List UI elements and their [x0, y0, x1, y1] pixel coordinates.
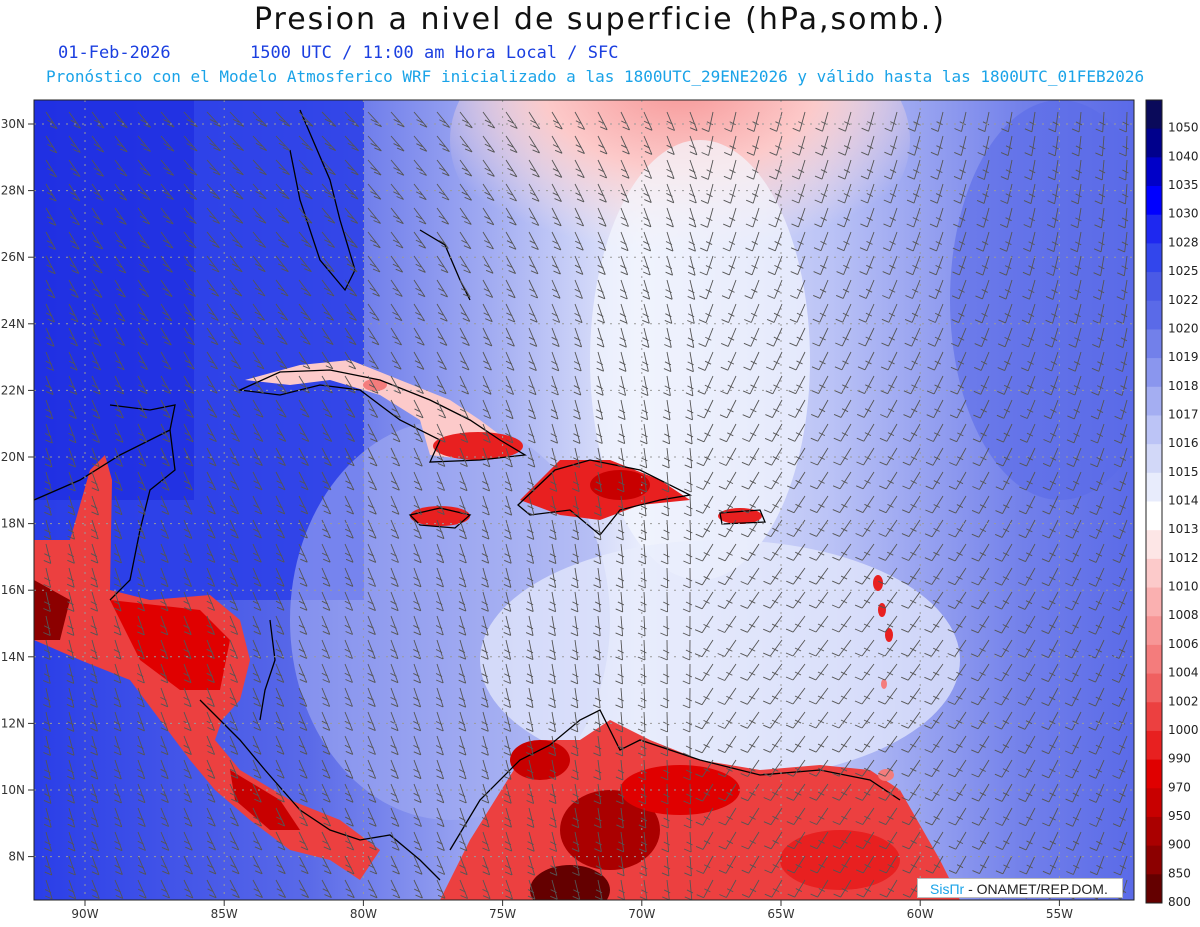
lon-label: 60W: [907, 907, 934, 921]
credit-text: - ONAMET/REP.DOM.: [964, 881, 1108, 897]
colorbar-swatch: [1146, 616, 1162, 646]
colorbar-label: 1025: [1168, 264, 1199, 278]
colorbar-label: 1015: [1168, 465, 1199, 479]
colorbar-swatch: [1146, 788, 1162, 818]
lat-label: 26N: [1, 250, 25, 264]
lat-label: 22N: [1, 383, 25, 397]
lat-label: 14N: [1, 650, 25, 664]
colorbar-label: 1035: [1168, 178, 1199, 192]
lat-label: 30N: [1, 117, 25, 131]
pressure-colorbar: 1050 1040 1035 1030 1028 1025 1022 1020 1019 1018…: [1145, 99, 1199, 909]
colorbar-swatch: [1146, 702, 1162, 732]
south-america-land: [440, 720, 960, 900]
colorbar-label: 1016: [1168, 436, 1199, 450]
lat-label: 12N: [1, 716, 25, 730]
map-field: [34, 100, 1134, 900]
colorbar-label: 1008: [1168, 608, 1199, 622]
colorbar-label: 1018: [1168, 379, 1199, 393]
colorbar-label: 1014: [1168, 494, 1199, 508]
colorbar-swatch: [1146, 530, 1162, 560]
colorbar-label: 1010: [1168, 580, 1199, 594]
colorbar-swatch: [1146, 759, 1162, 789]
colorbar-swatch: [1146, 501, 1162, 531]
colorbar-label: 1012: [1168, 551, 1199, 565]
map-title: Presion a nivel de superficie (hPa,somb.…: [253, 2, 947, 37]
colorbar-label: 1013: [1168, 522, 1199, 536]
colorbar-label: 950: [1168, 809, 1191, 823]
colorbar-swatch: [1146, 386, 1162, 416]
colorbar-swatch: [1146, 673, 1162, 703]
colorbar-swatch: [1146, 300, 1162, 330]
colorbar-swatch: [1146, 444, 1162, 474]
colorbar-label: 1002: [1168, 694, 1199, 708]
colorbar-swatch: [1146, 730, 1162, 761]
longitude-labels: 90W 85W 80W 75W 70W 65W 60W 55W: [71, 900, 1073, 921]
lat-label: 28N: [1, 184, 25, 198]
sispi-brand: SisПr: [930, 881, 965, 897]
colorbar-label: 990: [1168, 752, 1191, 766]
lon-label: 80W: [350, 907, 377, 921]
colorbar-swatch: [1146, 874, 1162, 904]
colorbar-swatch: [1146, 358, 1162, 388]
colorbar-swatch: [1146, 415, 1162, 445]
lon-label: 55W: [1046, 907, 1073, 921]
forecast-time: 1500 UTC / 11:00 am Hora Local / SFC: [250, 43, 619, 63]
colorbar-swatch: [1146, 128, 1162, 158]
credit-label: SisПr - ONAMET/REP.DOM.: [917, 878, 1123, 898]
colorbar-label: 1030: [1168, 207, 1199, 221]
lat-label: 16N: [1, 583, 25, 597]
colorbar-label: 1020: [1168, 321, 1199, 335]
lat-label: 8N: [8, 850, 25, 864]
lat-label: 18N: [1, 517, 25, 531]
colorbar-swatch: [1146, 587, 1162, 617]
lat-lon-grid: [34, 100, 1134, 900]
colorbar-label: 1006: [1168, 637, 1199, 651]
lat-label: 20N: [1, 450, 25, 464]
lon-label: 85W: [211, 907, 238, 921]
map-frame: [33, 99, 1135, 901]
colorbar-swatch: [1146, 472, 1162, 502]
latitude-labels: 30N 28N 26N 24N 22N 20N 18N 16N 14N 12N 10N 8N: [1, 117, 34, 864]
colorbar-label: 970: [1168, 780, 1191, 794]
colorbar-swatch: [1146, 272, 1162, 302]
colorbar-swatch: [1146, 845, 1162, 875]
colorbar-swatch: [1146, 243, 1162, 273]
lat-label: 24N: [1, 317, 25, 331]
colorbar-label: 1004: [1168, 666, 1199, 680]
forecast-date: 01-Feb-2026: [58, 43, 171, 63]
colorbar-label: 1040: [1168, 149, 1199, 163]
colorbar-swatch: [1146, 100, 1162, 130]
lon-label: 65W: [767, 907, 794, 921]
lon-label: 70W: [628, 907, 655, 921]
colorbar-swatch: [1146, 214, 1162, 244]
colorbar-swatch: [1146, 186, 1162, 216]
lesser-antilles-land: [873, 575, 894, 781]
greater-antilles-land: [245, 360, 762, 526]
colorbar-label: 900: [1168, 838, 1191, 852]
colorbar-swatch: [1146, 816, 1162, 847]
lat-label: 10N: [1, 783, 25, 797]
colorbar-label: 1028: [1168, 235, 1199, 249]
colorbar-swatch: [1146, 157, 1162, 187]
colorbar-label: 800: [1168, 895, 1191, 909]
colorbar-label: 1017: [1168, 407, 1199, 421]
wind-barbs: [43, 111, 1129, 900]
lon-label: 75W: [489, 907, 516, 921]
model-info: Pronóstico con el Modelo Atmosferico WRF…: [46, 67, 1145, 86]
colorbar-swatch: [1146, 329, 1162, 359]
colorbar-label: 1019: [1168, 350, 1199, 364]
colorbar-swatch: [1146, 558, 1162, 589]
colorbar-label: 1022: [1168, 293, 1199, 307]
colorbar-label: 1050: [1168, 121, 1199, 135]
lon-label: 90W: [71, 907, 98, 921]
colorbar-label: 1000: [1168, 723, 1199, 737]
colorbar-label: 850: [1168, 866, 1191, 880]
colorbar-swatch: [1146, 644, 1162, 675]
